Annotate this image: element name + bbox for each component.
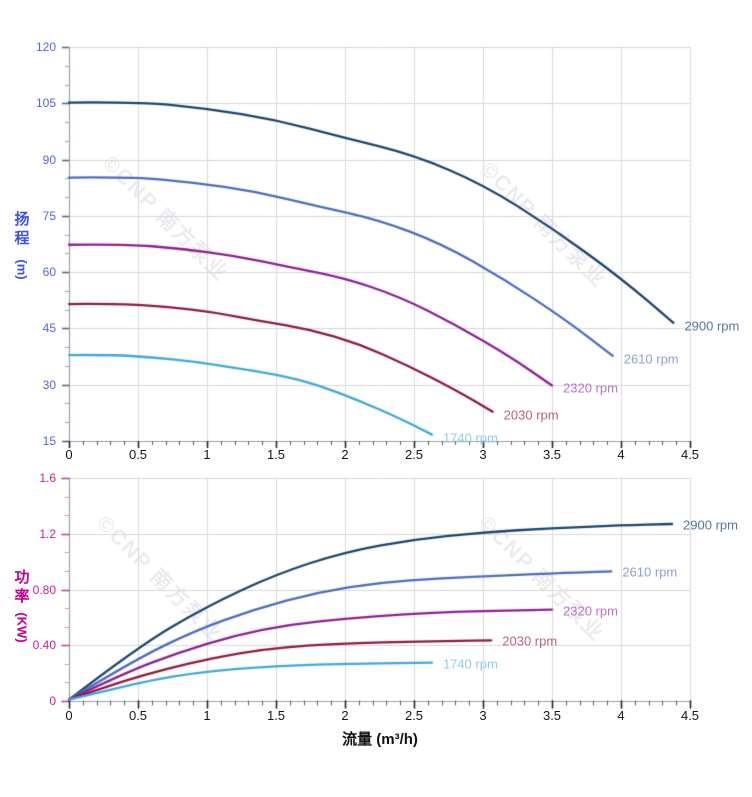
series-label-1740rpm: 1740 rpm [442,430,498,446]
series-label-2320rpm: 2320 rpm [563,603,618,619]
y-tick-label: 60 [42,265,56,280]
x-tick-label: 4 [617,708,625,723]
series-label-2900rpm: 2900 rpm [683,517,738,533]
y-tick-label: 0.40 [32,638,56,653]
series-label-2030rpm: 2030 rpm [502,633,558,649]
x-tick-label: 2 [341,447,349,462]
y-tick-label: 90 [42,152,56,167]
x-tick-label: 0 [65,447,73,462]
y-tick-label: 1.2 [39,526,56,541]
power-y-axis-title-char: 率 [14,588,30,605]
y-tick-label: 0 [49,694,56,708]
x-tick-label: 0.5 [128,708,148,723]
series-label-2320rpm: 2320 rpm [563,380,618,396]
x-tick-label: 3.5 [542,708,562,723]
x-tick-label: 1 [203,708,211,723]
head-y-axis-title-char: 程 [14,230,30,247]
x-tick-label: 2.5 [404,447,424,462]
x-tick-label: 2 [341,708,349,723]
x-tick-label: 3.5 [542,447,562,462]
y-tick-label: 120 [35,40,56,54]
series-label-1740rpm: 1740 rpm [442,656,498,672]
series-label-2610rpm: 2610 rpm [623,351,679,367]
y-tick-label: 45 [42,321,56,336]
power-y-axis-title-char: 功 [14,569,30,586]
y-tick-label: 30 [42,377,56,392]
head-y-axis-title: 扬 程 (m) [11,210,33,280]
x-tick-label: 0 [65,708,73,723]
y-tick-label: 1.6 [39,471,56,485]
series-label-2030rpm: 2030 rpm [503,407,559,423]
x-tick-label: 1 [203,447,211,462]
x-tick-label: 1.5 [266,708,286,723]
series-label-2610rpm: 2610 rpm [622,564,678,580]
power-y-axis-title: 功 率 (KW) [11,568,33,643]
head-y-axis-title-char: 扬 [14,211,30,228]
x-tick-label: 3 [479,447,487,462]
y-tick-label: 75 [42,208,56,223]
x-tick-label: 4.5 [680,708,700,723]
y-tick-label: 15 [42,434,56,448]
y-tick-label: 0.80 [32,582,56,597]
x-tick-label: 1.5 [266,447,286,462]
x-tick-label: 3 [479,708,487,723]
x-tick-label: 0.5 [128,447,148,462]
x-tick-label: 4.5 [680,447,700,462]
y-tick-label: 105 [35,96,56,111]
series-label-2900rpm: 2900 rpm [684,318,740,334]
flow-x-axis-title: 流量 (m³/h) [342,731,418,748]
x-tick-label: 2.5 [404,708,424,723]
x-tick-label: 4 [617,447,625,462]
